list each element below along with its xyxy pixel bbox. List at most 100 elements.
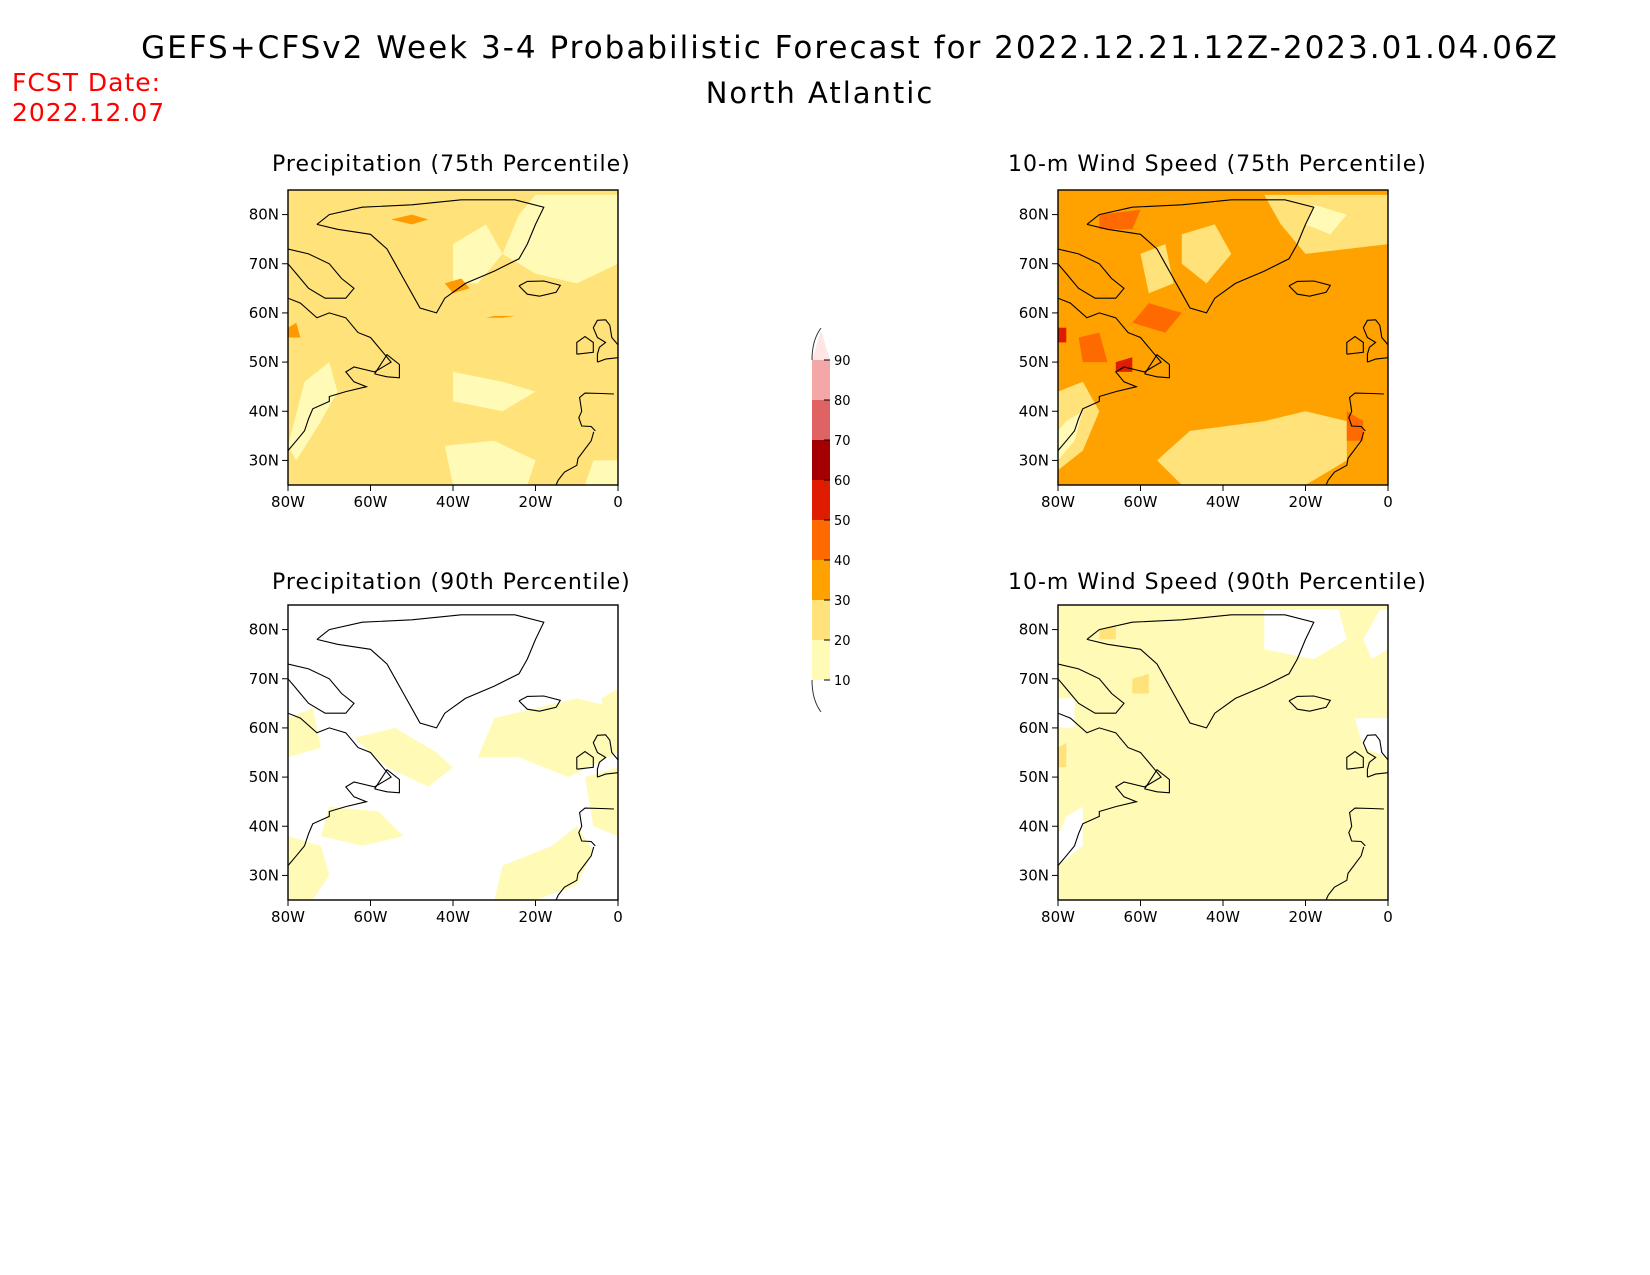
lat-tick-label: 50N — [1019, 768, 1049, 786]
colorbar-segment — [812, 520, 830, 560]
coastline — [288, 297, 392, 451]
coastline — [1086, 614, 1315, 729]
lon-tick-label: 20W — [1289, 908, 1323, 926]
coastline — [578, 392, 614, 432]
shaded-region — [1078, 332, 1108, 363]
colorbar-tick-label: 40 — [834, 554, 851, 569]
colorbar-cap-edge — [811, 327, 822, 361]
colorbar-segment — [812, 640, 830, 680]
map-panel-precip90: 80N 70N 60N 50N 40N 30N 80W 60W 40W 20W 0 — [249, 604, 623, 926]
shaded-region — [585, 460, 618, 485]
lon-tick-label: 40W — [436, 908, 470, 926]
coastline — [1058, 248, 1125, 299]
lat-tick-label: 30N — [249, 451, 279, 469]
shaded-region — [1132, 673, 1149, 694]
colorbar-cap-edge — [811, 679, 822, 713]
map-panel-wind75: 80N 70N 60N 50N 40N 30N 80W 60W 40W 20W 0 — [1019, 189, 1393, 511]
coastline — [576, 335, 594, 355]
lat-tick-label: 50N — [249, 353, 279, 371]
lon-tick-label: 40W — [436, 493, 470, 511]
coastline — [374, 768, 400, 794]
lon-tick-label: 40W — [1206, 493, 1240, 511]
coastline — [316, 199, 545, 314]
coastline — [288, 712, 392, 866]
lat-tick-label: 80N — [249, 621, 279, 639]
panel-title-wind90: 10-m Wind Speed (90th Percentile) — [1008, 570, 1427, 595]
colorbar-segment — [812, 360, 830, 400]
colorbar-tick-label: 80 — [834, 394, 851, 409]
panel-title-precip90: Precipitation (90th Percentile) — [272, 570, 631, 595]
shaded-region — [1099, 209, 1141, 230]
lat-tick-label: 70N — [1019, 255, 1049, 273]
shaded-region — [1157, 411, 1347, 485]
lat-tick-label: 30N — [1019, 866, 1049, 884]
lat-tick-label: 80N — [1019, 621, 1049, 639]
map-panel-precip75: 80N 70N 60N 50N 40N 30N 80W 60W 40W 20W 0 — [249, 189, 623, 511]
colorbar-segment — [812, 560, 830, 600]
coastline — [1362, 319, 1388, 363]
fcst-date-value: 2022.12.07 — [12, 98, 166, 127]
coastline — [1058, 663, 1125, 714]
shaded-region — [486, 315, 515, 318]
coastline — [592, 319, 618, 363]
lon-tick-label: 0 — [1383, 493, 1393, 511]
lon-tick-label: 80W — [271, 908, 305, 926]
lat-tick-label: 60N — [249, 304, 279, 322]
coastline — [1348, 807, 1384, 847]
shaded-region — [1132, 303, 1182, 333]
shaded-region — [321, 806, 404, 846]
lon-tick-label: 60W — [1124, 908, 1158, 926]
lat-tick-label: 70N — [1019, 670, 1049, 688]
coastline — [555, 846, 595, 900]
lon-tick-label: 80W — [1041, 908, 1075, 926]
shaded-region — [1058, 698, 1075, 728]
shaded-region — [1181, 224, 1232, 284]
colorbar-tick-label: 50 — [834, 514, 851, 529]
lat-tick-label: 70N — [249, 255, 279, 273]
lat-tick-label: 50N — [1019, 353, 1049, 371]
lon-tick-label: 60W — [1124, 493, 1158, 511]
coastline — [578, 807, 614, 847]
lat-tick-label: 60N — [1019, 304, 1049, 322]
coastline — [1288, 695, 1332, 712]
coastline — [1058, 297, 1162, 451]
map-background — [1058, 605, 1388, 900]
coastline — [1144, 353, 1170, 379]
shaded-region — [288, 836, 330, 900]
colorbar-tick-label: 60 — [834, 474, 851, 489]
shaded-region — [494, 826, 594, 900]
coastline — [1346, 750, 1364, 770]
colorbar-segment — [812, 600, 830, 640]
shaded-region — [477, 698, 618, 778]
lat-tick-label: 70N — [249, 670, 279, 688]
shaded-region — [453, 224, 503, 284]
coastline — [518, 280, 562, 297]
shaded-region — [601, 688, 618, 719]
shaded-region — [444, 278, 470, 294]
panel-title-precip75: Precipitation (75th Percentile) — [272, 152, 631, 177]
coastline — [1348, 392, 1384, 432]
lon-tick-label: 0 — [613, 493, 623, 511]
shaded-region — [502, 194, 618, 284]
shaded-region — [1058, 806, 1083, 866]
lon-tick-label: 0 — [1383, 908, 1393, 926]
lon-tick-label: 60W — [354, 493, 388, 511]
coastline — [1325, 431, 1365, 485]
lon-tick-label: 20W — [519, 908, 553, 926]
main-title: GEFS+CFSv2 Week 3-4 Probabilistic Foreca… — [141, 30, 1559, 66]
lat-tick-label: 40N — [1019, 402, 1049, 420]
panel-title-wind75: 10-m Wind Speed (75th Percentile) — [1008, 152, 1427, 177]
coastline — [592, 734, 618, 778]
lat-tick-label: 40N — [249, 402, 279, 420]
coastline — [1288, 280, 1332, 297]
colorbar-legend: 90 80 70 60 50 40 30 20 10 — [811, 327, 851, 713]
shaded-region — [1355, 718, 1388, 758]
lat-tick-label: 60N — [1019, 719, 1049, 737]
lat-tick-label: 80N — [1019, 206, 1049, 224]
coastline — [1346, 335, 1364, 355]
shaded-region — [1058, 742, 1067, 768]
colorbar-tick-label: 30 — [834, 594, 851, 609]
coastline — [1058, 712, 1162, 866]
colorbar-segment — [812, 400, 830, 440]
coastline — [1144, 768, 1170, 794]
